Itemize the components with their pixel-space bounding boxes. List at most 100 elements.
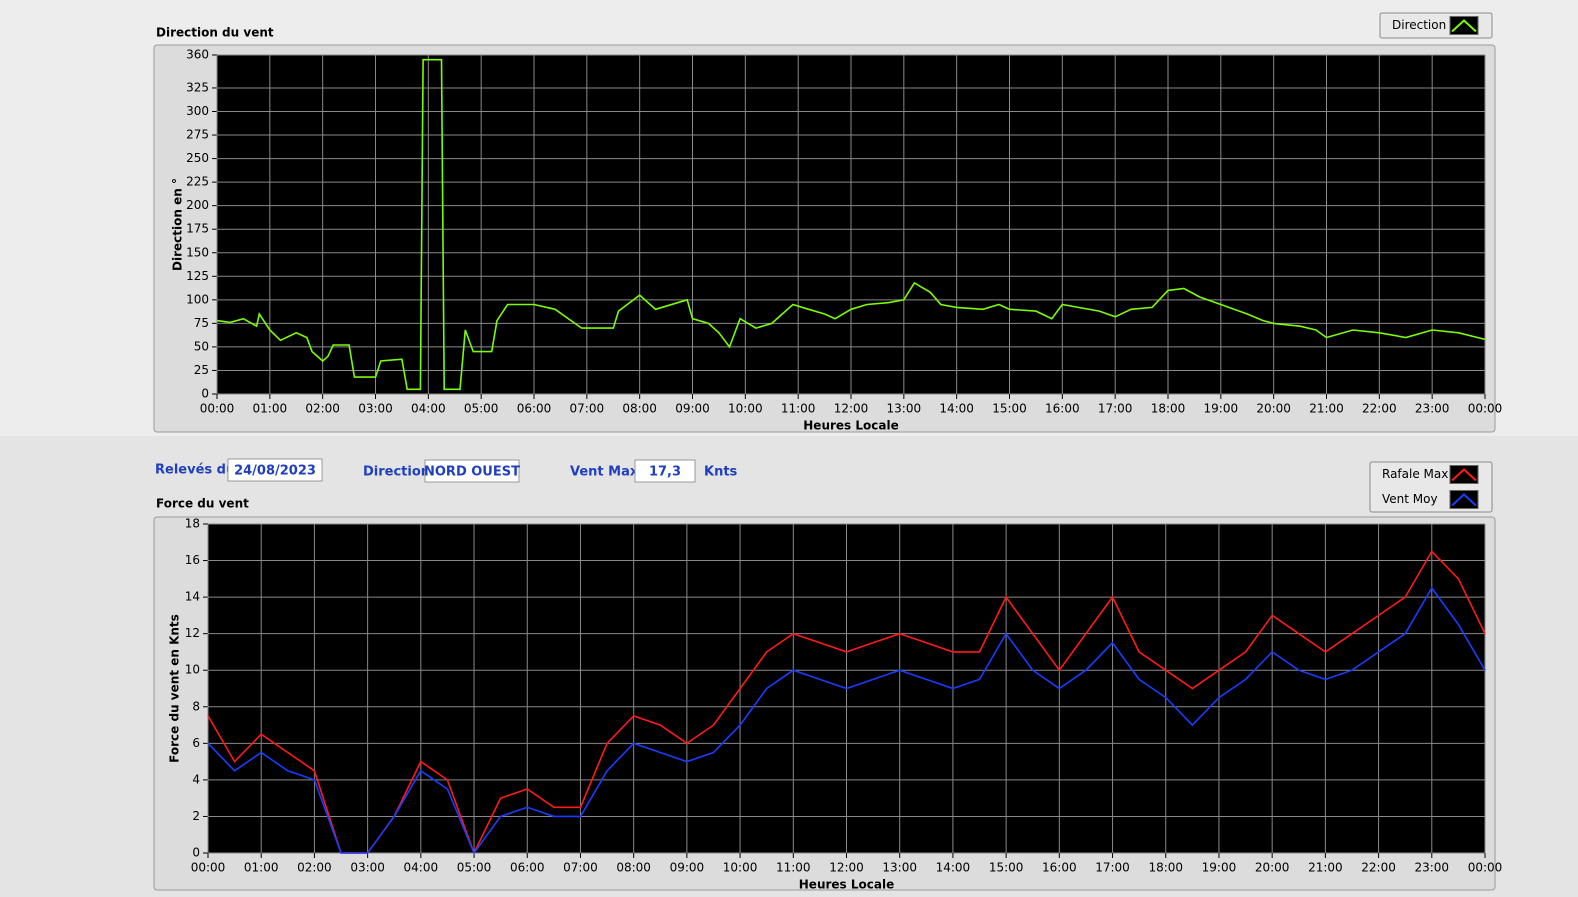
x-tick-label: 16:00 [1042, 861, 1077, 875]
x-tick-label: 14:00 [939, 402, 974, 416]
x-tick-label: 04:00 [404, 861, 439, 875]
x-tick-label: 12:00 [834, 402, 869, 416]
date-value: 24/08/2023 [234, 464, 316, 479]
y-tick-label: 250 [186, 151, 209, 165]
y-tick-label: 4 [192, 772, 200, 786]
x-tick-label: 00:00 [200, 402, 235, 416]
x-tick-label: 15:00 [992, 402, 1027, 416]
direction-label: Direction [363, 465, 430, 480]
x-tick-label: 06:00 [517, 402, 552, 416]
legend-label: Direction [1392, 18, 1446, 32]
data-line [216, 58, 1486, 391]
x-tick-label: 05:00 [464, 402, 499, 416]
y-tick-label: 6 [192, 736, 200, 750]
y-tick-label: 75 [194, 316, 209, 330]
x-tick-label: 09:00 [670, 861, 705, 875]
y-tick-label: 50 [194, 339, 209, 353]
max-label: Vent Max [570, 465, 639, 480]
data-line [207, 550, 1486, 856]
y-tick-label: 2 [192, 809, 200, 823]
y-tick-label: 18 [185, 517, 200, 531]
legend-swatch [1449, 16, 1479, 35]
y-tick-label: 0 [192, 846, 200, 860]
y-tick-label: 275 [186, 128, 209, 142]
x-tick-label: 03:00 [358, 402, 393, 416]
x-tick-label: 17:00 [1095, 861, 1130, 875]
y-tick-label: 360 [186, 48, 209, 62]
legend-label: Vent Moy [1382, 492, 1438, 506]
x-tick-label: 06:00 [510, 861, 545, 875]
x-tick-label: 00:00 [1468, 861, 1503, 875]
y-tick-label: 25 [194, 363, 209, 377]
x-tick-label: 12:00 [829, 861, 864, 875]
chart-title: Force du vent [156, 497, 249, 511]
y-tick-label: 325 [186, 80, 209, 94]
legend-icon [1451, 19, 1477, 33]
legend-label: Rafale Max [1382, 467, 1448, 481]
y-tick-label: 225 [186, 175, 209, 189]
x-tick-label: 17:00 [1098, 402, 1133, 416]
x-tick-label: 20:00 [1255, 861, 1290, 875]
x-tick-label: 01:00 [244, 861, 279, 875]
x-tick-label: 07:00 [570, 402, 605, 416]
y-tick-label: 200 [186, 198, 209, 212]
x-tick-label: 10:00 [728, 402, 763, 416]
x-tick-label: 01:00 [253, 402, 288, 416]
x-tick-label: 03:00 [350, 861, 385, 875]
x-tick-label: 20:00 [1256, 402, 1291, 416]
legend-icon [1451, 493, 1477, 507]
y-tick-label: 12 [185, 626, 200, 640]
y-axis-label: Direction en ° [171, 178, 185, 271]
x-tick-label: 10:00 [723, 861, 758, 875]
x-axis-label: Heures Locale [799, 878, 894, 892]
x-tick-label: 05:00 [457, 861, 492, 875]
x-tick-label: 14:00 [936, 861, 971, 875]
x-tick-label: 11:00 [776, 861, 811, 875]
date-label: Relevés du [155, 463, 235, 478]
x-tick-label: 07:00 [563, 861, 598, 875]
direction-field[interactable] [424, 459, 520, 483]
x-tick-label: 19:00 [1204, 402, 1239, 416]
data-line [207, 586, 1486, 855]
y-tick-label: 8 [192, 699, 200, 713]
x-tick-label: 08:00 [622, 402, 657, 416]
y-axis-label: Force du vent en Knts [168, 614, 182, 763]
max-field[interactable] [634, 459, 696, 483]
legend-swatch [1449, 490, 1479, 509]
direction-value: NORD OUEST [424, 465, 520, 480]
x-tick-label: 08:00 [616, 861, 651, 875]
chart-title: Direction du vent [156, 26, 274, 40]
x-tick-label: 23:00 [1415, 402, 1450, 416]
x-tick-label: 15:00 [989, 861, 1024, 875]
x-tick-label: 16:00 [1045, 402, 1080, 416]
y-tick-label: 125 [186, 269, 209, 283]
x-tick-label: 23:00 [1414, 861, 1449, 875]
x-tick-label: 00:00 [191, 861, 226, 875]
x-tick-label: 22:00 [1361, 861, 1396, 875]
y-tick-label: 100 [186, 292, 209, 306]
max-value: 17,3 [649, 465, 681, 480]
x-tick-label: 21:00 [1308, 861, 1343, 875]
y-tick-label: 0 [201, 387, 209, 401]
x-tick-label: 02:00 [297, 861, 332, 875]
y-tick-label: 175 [186, 222, 209, 236]
x-tick-label: 09:00 [675, 402, 710, 416]
y-tick-label: 10 [185, 663, 200, 677]
y-tick-label: 150 [186, 245, 209, 259]
y-tick-label: 14 [185, 590, 200, 604]
x-tick-label: 13:00 [882, 861, 917, 875]
x-tick-label: 18:00 [1151, 402, 1186, 416]
date-field[interactable] [227, 458, 323, 482]
y-tick-label: 300 [186, 104, 209, 118]
legend-swatch [1449, 465, 1479, 484]
legend-icon [1451, 468, 1477, 482]
x-tick-label: 21:00 [1309, 402, 1344, 416]
x-tick-label: 19:00 [1202, 861, 1237, 875]
x-axis-label: Heures Locale [803, 419, 898, 433]
x-tick-label: 18:00 [1148, 861, 1183, 875]
x-tick-label: 13:00 [887, 402, 922, 416]
x-tick-label: 00:00 [1468, 402, 1503, 416]
y-tick-label: 16 [185, 553, 200, 567]
x-tick-label: 04:00 [411, 402, 446, 416]
